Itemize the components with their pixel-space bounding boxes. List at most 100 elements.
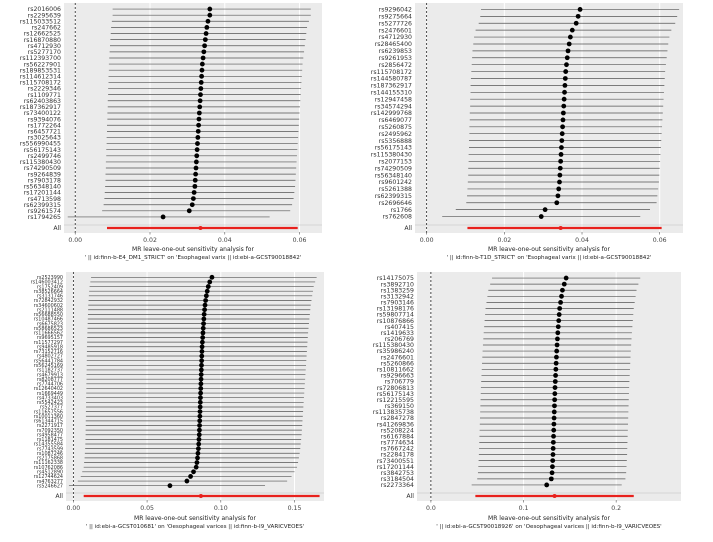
estimate-point xyxy=(562,82,568,88)
snp-label: rs2271917 xyxy=(37,423,63,429)
estimate-point xyxy=(575,13,581,19)
estimate-point xyxy=(552,391,558,397)
estimate-point xyxy=(198,395,203,401)
estimate-point xyxy=(198,92,203,98)
snp-label: rs189853531 xyxy=(20,67,61,74)
estimate-point xyxy=(201,316,207,322)
snp-label: rs3132942 xyxy=(381,293,414,300)
estimate-point xyxy=(200,330,206,336)
estimate-point xyxy=(194,460,200,465)
snp-label: rs62399315 xyxy=(375,193,412,200)
panel-top-right: rs9296042 rs9275664 rs5277726 rs2476601 rs47… xyxy=(357,0,713,267)
estimate-point xyxy=(199,339,205,345)
estimate-point xyxy=(562,89,567,95)
estimate-point xyxy=(201,321,206,327)
snp-label: rs12640402 xyxy=(34,386,63,392)
estimate-point xyxy=(564,62,569,68)
estimate-point xyxy=(538,214,544,219)
estimate-point xyxy=(554,200,560,206)
snp-label: rs115380430 xyxy=(373,342,414,349)
estimate-point xyxy=(200,335,206,340)
snp-label: rs4712930 xyxy=(379,34,412,41)
snp-label: rs56245169 xyxy=(34,363,63,369)
snp-label: rs10487466 xyxy=(34,317,63,323)
estimate-point xyxy=(550,439,556,445)
snp-label: rs2523990 xyxy=(37,275,63,281)
estimate-point xyxy=(555,330,561,336)
estimate-point xyxy=(197,104,203,110)
panel-bottom-right: rs14175075 rs3892710 rs1383259 rs3132942 rs7… xyxy=(357,270,713,538)
estimate-point xyxy=(552,397,558,403)
snp-label: rs9264839 xyxy=(28,171,61,178)
snp-label: rs7744706 xyxy=(37,382,63,388)
plot-background xyxy=(415,3,683,233)
snp-label: rs41269836 xyxy=(377,421,414,428)
snp-label: rs4679913 xyxy=(37,372,63,378)
all-estimate-point xyxy=(552,494,557,498)
estimate-point xyxy=(558,299,563,305)
snp-label: rs9261574 xyxy=(28,208,61,215)
estimate-point xyxy=(195,135,201,140)
estimate-point xyxy=(196,116,202,122)
snp-label: rs3184504 xyxy=(381,476,414,483)
snp-label: rs115708172 xyxy=(371,69,412,76)
snp-label: rs2856472 xyxy=(379,62,412,69)
estimate-point xyxy=(554,342,560,348)
snp-label: rs28465400 xyxy=(375,41,412,48)
estimate-point xyxy=(203,298,209,303)
estimate-point xyxy=(551,415,557,421)
estimate-point xyxy=(561,103,567,109)
chart-subtitle: ' || id:finn-b-E4_DM1_STRICT' on 'Esopha… xyxy=(85,255,302,261)
snp-label: rs9485918 xyxy=(37,344,63,350)
estimate-point xyxy=(209,274,215,280)
plot-background xyxy=(64,3,322,233)
chart-title: MR leave-one-out sensitivity analysis fo… xyxy=(488,246,610,253)
estimate-point xyxy=(193,464,199,470)
all-label: All xyxy=(53,225,61,232)
snp-label: rs10876866 xyxy=(377,318,414,325)
estimate-point xyxy=(561,281,567,287)
snp-label: rs1772264 xyxy=(28,122,61,129)
x-tick-label: 0.04 xyxy=(218,237,232,244)
estimate-point xyxy=(193,165,199,171)
snp-label: rs2847278 xyxy=(381,415,414,422)
estimate-point xyxy=(191,190,197,195)
estimate-point xyxy=(555,193,561,199)
snp-label: rs2696646 xyxy=(379,200,412,207)
estimate-point xyxy=(202,37,208,43)
x-tick-label: 0.06 xyxy=(293,237,307,244)
snp-label: rs34574294 xyxy=(375,103,412,110)
estimate-point xyxy=(191,469,196,475)
snp-label: rs59807714 xyxy=(377,312,414,319)
snp-label: rs2077153 xyxy=(379,158,412,165)
estimate-point xyxy=(560,287,565,293)
estimate-point xyxy=(561,96,567,102)
estimate-point xyxy=(196,441,202,447)
estimate-point xyxy=(557,172,563,178)
snp-label: rs1087246 xyxy=(37,451,63,457)
estimate-point xyxy=(189,202,195,208)
estimate-point xyxy=(556,186,562,192)
chart-4-plot: rs14175075rs3892710rs1383259rs3132942rs7… xyxy=(373,272,681,530)
snp-label: rs35986240 xyxy=(377,348,414,355)
estimate-point xyxy=(197,404,203,410)
x-tick-label: 0.06 xyxy=(653,237,667,244)
snp-label: rs16870880 xyxy=(24,37,61,44)
snp-label: rs58686523 xyxy=(34,326,63,332)
estimate-point xyxy=(195,128,201,134)
estimate-point xyxy=(199,362,204,368)
snp-label: rs6469077 xyxy=(379,117,412,124)
all-label: All xyxy=(404,225,412,232)
estimate-point xyxy=(565,48,571,54)
estimate-point xyxy=(199,344,205,350)
snp-label: rs3131746 xyxy=(37,294,63,300)
estimate-point xyxy=(559,138,565,144)
estimate-point xyxy=(192,177,198,183)
estimate-point xyxy=(563,69,569,74)
estimate-point xyxy=(548,476,554,482)
estimate-point xyxy=(559,131,565,137)
snp-label: rs74290509 xyxy=(24,165,61,172)
snp-label: rs34600602 xyxy=(34,303,63,309)
estimate-point xyxy=(188,474,193,479)
snp-label: rs10011360 xyxy=(34,414,63,420)
